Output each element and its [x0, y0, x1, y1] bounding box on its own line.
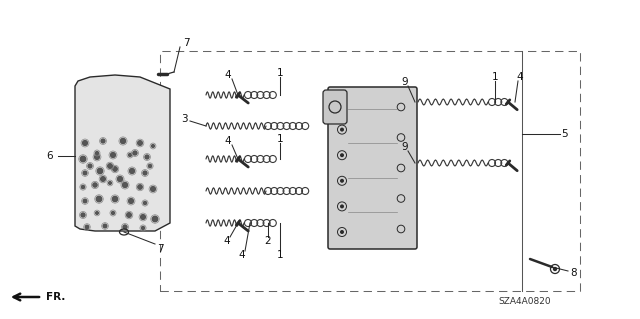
Circle shape: [340, 204, 344, 208]
Circle shape: [122, 182, 128, 188]
Text: 8: 8: [571, 268, 577, 278]
Circle shape: [111, 196, 118, 202]
Circle shape: [81, 185, 85, 189]
Circle shape: [142, 170, 148, 176]
Text: 4: 4: [239, 250, 245, 260]
Circle shape: [152, 216, 159, 222]
Text: 7: 7: [182, 38, 189, 48]
Circle shape: [100, 138, 106, 144]
Circle shape: [143, 201, 147, 205]
Circle shape: [141, 226, 145, 230]
Circle shape: [145, 154, 150, 160]
Circle shape: [128, 198, 134, 204]
FancyBboxPatch shape: [328, 87, 417, 249]
Circle shape: [140, 214, 146, 220]
Circle shape: [126, 212, 132, 218]
Text: 2: 2: [265, 236, 271, 246]
Circle shape: [107, 163, 113, 169]
Polygon shape: [75, 75, 170, 231]
Circle shape: [102, 223, 108, 228]
Circle shape: [87, 163, 93, 169]
Circle shape: [95, 196, 102, 203]
FancyBboxPatch shape: [323, 90, 347, 124]
Circle shape: [340, 153, 344, 157]
Circle shape: [340, 128, 344, 132]
Text: 1: 1: [492, 72, 499, 82]
Circle shape: [340, 179, 344, 183]
Circle shape: [150, 186, 156, 192]
Circle shape: [340, 102, 344, 106]
Circle shape: [110, 152, 116, 158]
Text: 1: 1: [276, 134, 284, 144]
Circle shape: [83, 198, 88, 204]
Text: 9: 9: [402, 142, 408, 152]
Text: SZA4A0820: SZA4A0820: [499, 296, 551, 306]
Circle shape: [112, 166, 118, 172]
Circle shape: [97, 167, 104, 174]
Circle shape: [137, 140, 143, 146]
Circle shape: [128, 153, 132, 157]
Circle shape: [120, 138, 126, 144]
Text: 4: 4: [225, 70, 231, 80]
Circle shape: [111, 211, 115, 215]
Text: 9: 9: [402, 77, 408, 87]
Circle shape: [84, 225, 90, 229]
Circle shape: [553, 267, 557, 271]
Text: 4: 4: [224, 236, 230, 246]
Circle shape: [82, 140, 88, 146]
Text: FR.: FR.: [46, 292, 65, 302]
Circle shape: [95, 211, 99, 215]
Circle shape: [340, 230, 344, 234]
Circle shape: [79, 156, 86, 162]
Circle shape: [148, 164, 152, 168]
Text: 7: 7: [157, 244, 163, 254]
Circle shape: [95, 151, 99, 155]
Circle shape: [94, 154, 100, 160]
Circle shape: [132, 150, 138, 156]
Text: 3: 3: [180, 114, 188, 124]
Circle shape: [137, 184, 143, 190]
Circle shape: [129, 168, 135, 174]
Circle shape: [151, 144, 155, 148]
Circle shape: [80, 212, 86, 218]
Circle shape: [108, 181, 112, 185]
Circle shape: [122, 224, 128, 230]
Text: 5: 5: [562, 129, 568, 139]
Bar: [160, 51, 580, 291]
Text: 4: 4: [225, 136, 231, 146]
Circle shape: [83, 170, 88, 175]
Text: 1: 1: [276, 68, 284, 78]
Text: 4: 4: [516, 72, 524, 82]
Circle shape: [92, 182, 98, 188]
Circle shape: [100, 176, 106, 182]
Circle shape: [116, 176, 124, 182]
Text: 1: 1: [276, 250, 284, 260]
Text: 6: 6: [47, 151, 53, 161]
